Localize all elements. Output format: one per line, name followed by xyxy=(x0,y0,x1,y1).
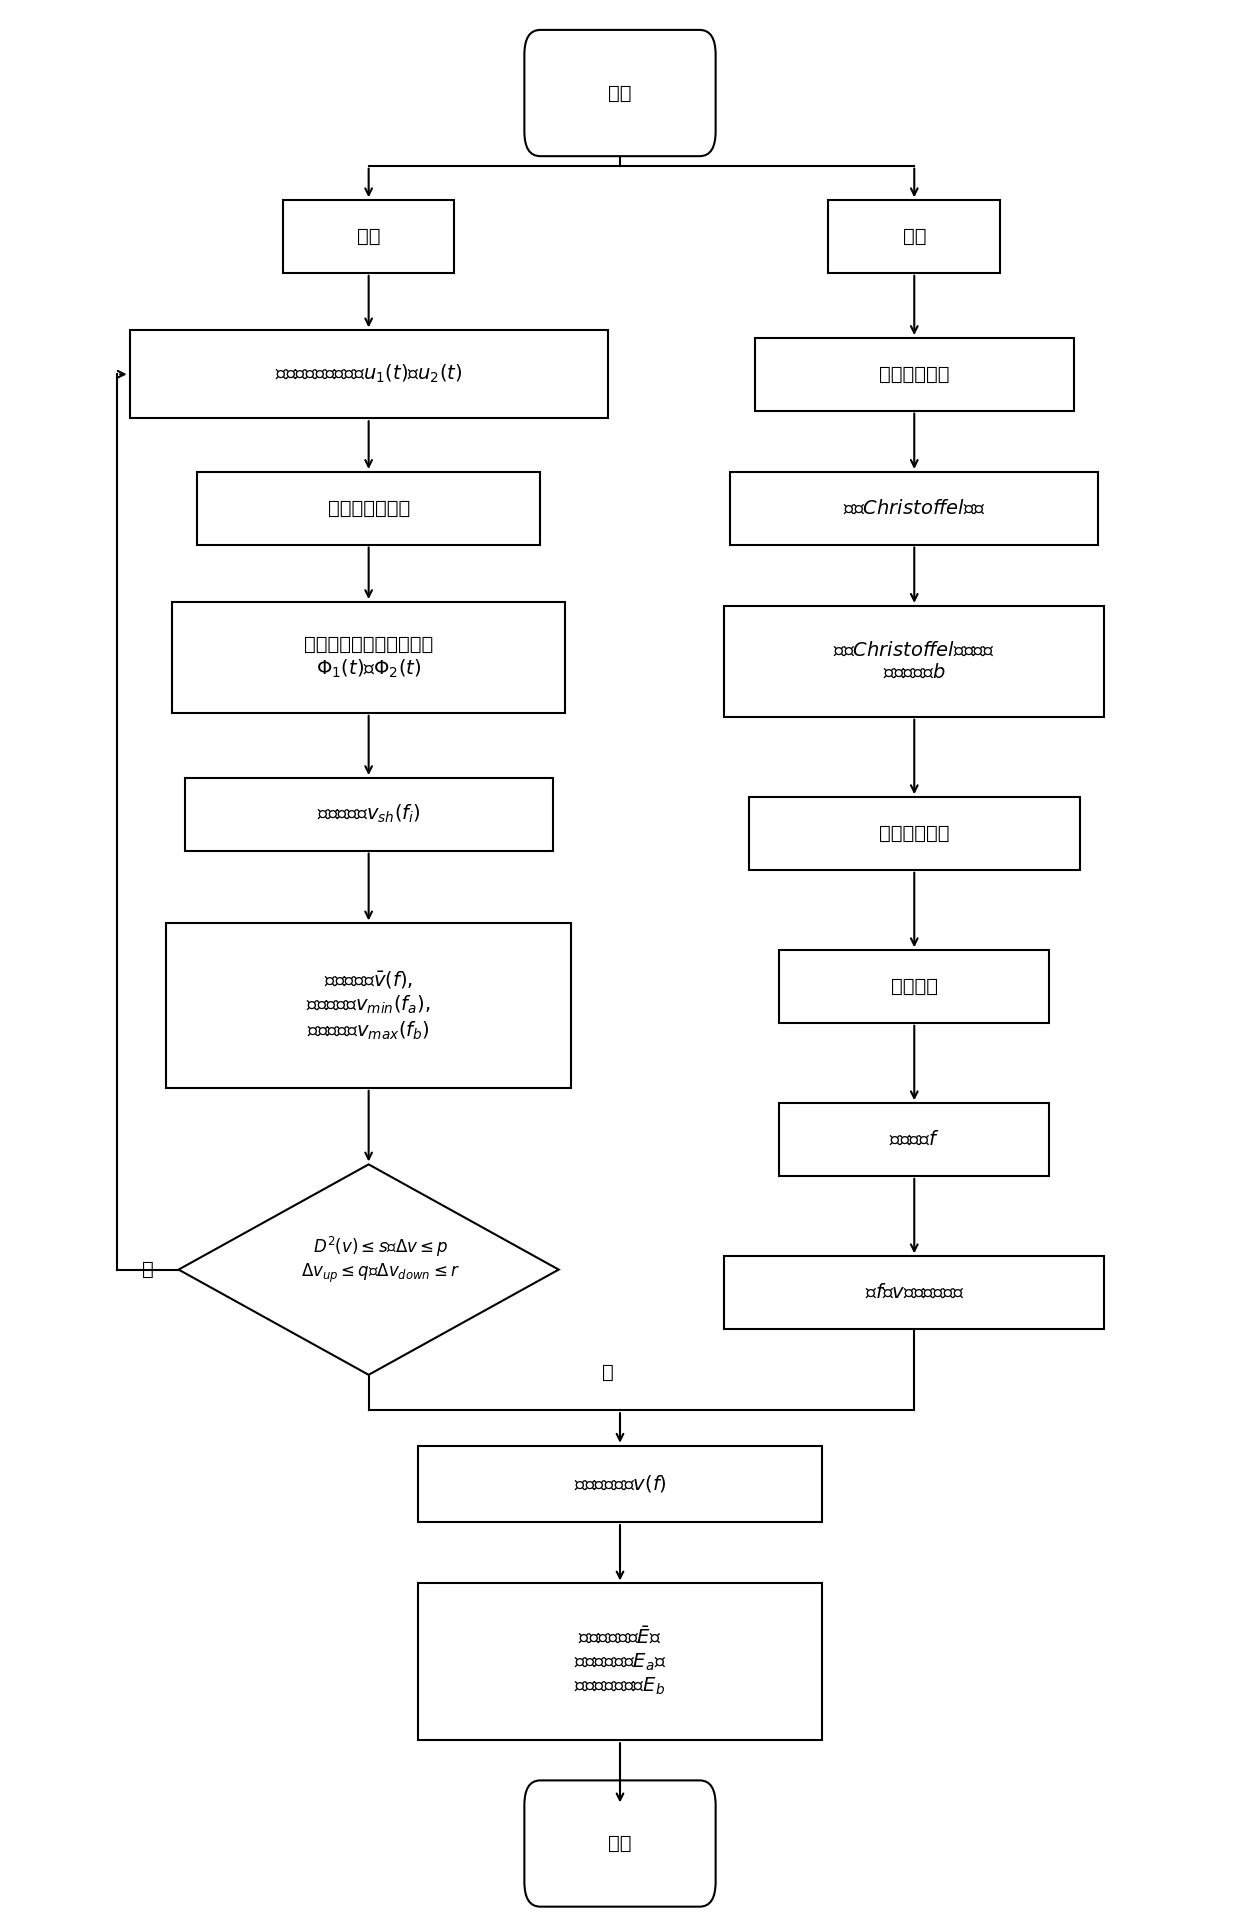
Bar xyxy=(730,472,1099,545)
Text: 否: 否 xyxy=(143,1260,154,1280)
Text: 实验: 实验 xyxy=(357,227,381,247)
Bar xyxy=(185,779,553,850)
Text: 替换模型速度$v(f)$: 替换模型速度$v(f)$ xyxy=(574,1474,666,1493)
Text: 边界条件求解: 边界条件求解 xyxy=(879,825,950,842)
Bar xyxy=(197,472,541,545)
Bar xyxy=(755,337,1074,410)
Bar xyxy=(749,798,1080,869)
Bar xyxy=(129,330,608,418)
Bar xyxy=(724,1256,1105,1330)
Text: 求解$Christoffel$方程，计
算衰减系数$b$: 求解$Christoffel$方程，计 算衰减系数$b$ xyxy=(833,642,994,682)
Bar xyxy=(166,923,570,1089)
Text: 开始: 开始 xyxy=(609,83,631,102)
Text: 计算$Christoffel$方程: 计算$Christoffel$方程 xyxy=(843,499,986,518)
Text: 计算频率$f$: 计算频率$f$ xyxy=(889,1129,940,1148)
Bar xyxy=(828,200,1001,274)
FancyBboxPatch shape xyxy=(525,1781,715,1906)
Text: 测量拾振点位移信号$u_1(t)$和$u_2(t)$: 测量拾振点位移信号$u_1(t)$和$u_2(t)$ xyxy=(275,362,463,385)
Text: 傅里叶变换获得相频信号
$\Phi_1(t)$和$\Phi_2(t)$: 傅里叶变换获得相频信号 $\Phi_1(t)$和$\Phi_2(t)$ xyxy=(304,636,433,680)
Bar xyxy=(780,950,1049,1023)
Text: 拟合相速度$\bar{v}(f)$,
最小相速度$v_{min}(f_a)$,
最大相速度$v_{max}(f_b)$: 拟合相速度$\bar{v}(f)$, 最小相速度$v_{min}(f_a)$, … xyxy=(306,969,430,1043)
Polygon shape xyxy=(179,1164,559,1374)
Text: $D^2(v)\leq s$、$\Delta v\leq p$
$\Delta v_{up}\leq q$、$\Delta v_{down}\leq r$: $D^2(v)\leq s$、$\Delta v\leq p$ $\Delta … xyxy=(301,1235,460,1285)
Bar xyxy=(172,601,565,713)
Text: 是: 是 xyxy=(601,1362,614,1382)
Bar xyxy=(418,1445,822,1522)
Bar xyxy=(418,1584,822,1740)
Bar xyxy=(780,1102,1049,1175)
FancyBboxPatch shape xyxy=(525,31,715,156)
Text: 由$f$和$v$绘制色散曲线: 由$f$和$v$绘制色散曲线 xyxy=(864,1283,963,1303)
Text: 实验相速度$v_{sh}(f_i)$: 实验相速度$v_{sh}(f_i)$ xyxy=(316,804,420,825)
Bar xyxy=(724,605,1105,717)
Bar xyxy=(283,200,455,274)
Text: 理论: 理论 xyxy=(903,227,926,247)
Text: 信号放大与滤波: 信号放大与滤波 xyxy=(327,499,409,518)
Text: 设置初始条件: 设置初始条件 xyxy=(879,364,950,383)
Text: 绝对杨氏模量$\bar{E}$、
最小杨氏模量$E_a$、
和最大杨氏模量$E_b$: 绝对杨氏模量$\bar{E}$、 最小杨氏模量$E_a$、 和最大杨氏模量$E_… xyxy=(574,1626,666,1698)
Text: 计算波矢: 计算波矢 xyxy=(890,977,937,996)
Text: 结束: 结束 xyxy=(609,1835,631,1854)
